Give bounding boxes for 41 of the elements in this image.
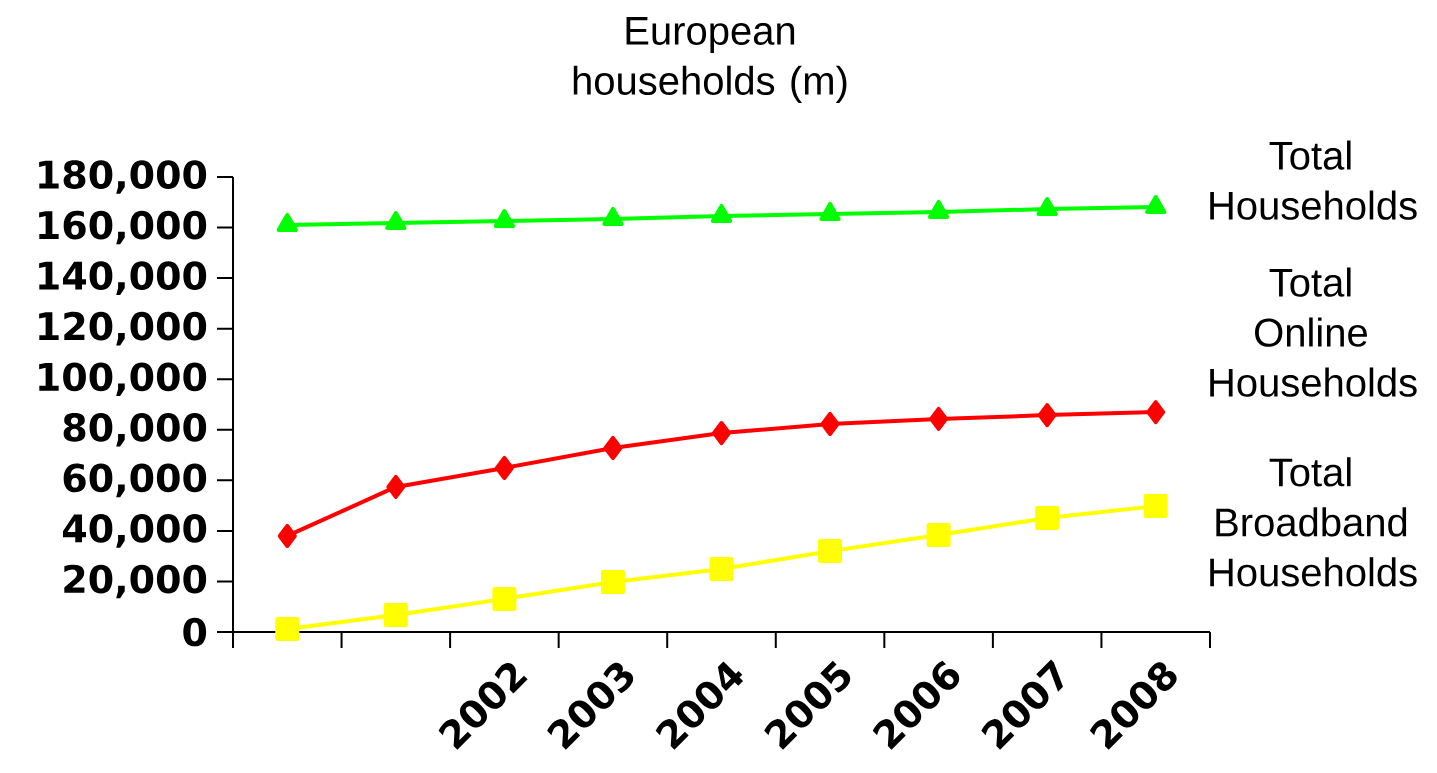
y-tick-label: 140,000 <box>39 261 207 295</box>
point <box>494 455 514 480</box>
point <box>385 211 407 231</box>
point <box>1145 195 1167 215</box>
chart-title: European households (m) <box>573 17 847 103</box>
point <box>383 603 408 628</box>
point <box>1143 494 1168 519</box>
point <box>1146 400 1166 425</box>
point <box>927 199 950 219</box>
point <box>493 208 516 228</box>
y-tick-label: 20,000 <box>64 564 207 599</box>
y-tick-label: 0 <box>183 617 207 647</box>
point <box>818 539 843 564</box>
point <box>386 474 406 499</box>
point <box>275 616 300 641</box>
y-tick-label: 180,000 <box>39 160 207 194</box>
point <box>277 523 297 548</box>
point <box>709 557 734 582</box>
point <box>712 421 731 446</box>
y-tick-label: 120,000 <box>39 311 207 346</box>
series-label: Total Broadband Households <box>1210 457 1417 587</box>
point <box>819 201 841 221</box>
point <box>1037 403 1057 428</box>
point <box>929 406 949 431</box>
point <box>710 203 733 223</box>
point <box>600 569 625 594</box>
y-tick-label: 40,000 <box>62 514 207 548</box>
point <box>602 206 624 226</box>
y-tick-label: 80,000 <box>63 412 207 447</box>
point <box>276 213 298 233</box>
y-tick-label: 160,000 <box>39 210 207 245</box>
point <box>492 586 517 611</box>
y-tick-label: 60,000 <box>63 463 207 498</box>
series-label: Total Households <box>1210 140 1417 220</box>
point <box>603 435 623 460</box>
point <box>1035 505 1060 530</box>
point <box>926 522 951 547</box>
series-label: Total Online Households <box>1210 267 1417 397</box>
y-tick-label: 100,000 <box>39 362 207 397</box>
point <box>1036 197 1058 217</box>
point <box>820 411 840 436</box>
